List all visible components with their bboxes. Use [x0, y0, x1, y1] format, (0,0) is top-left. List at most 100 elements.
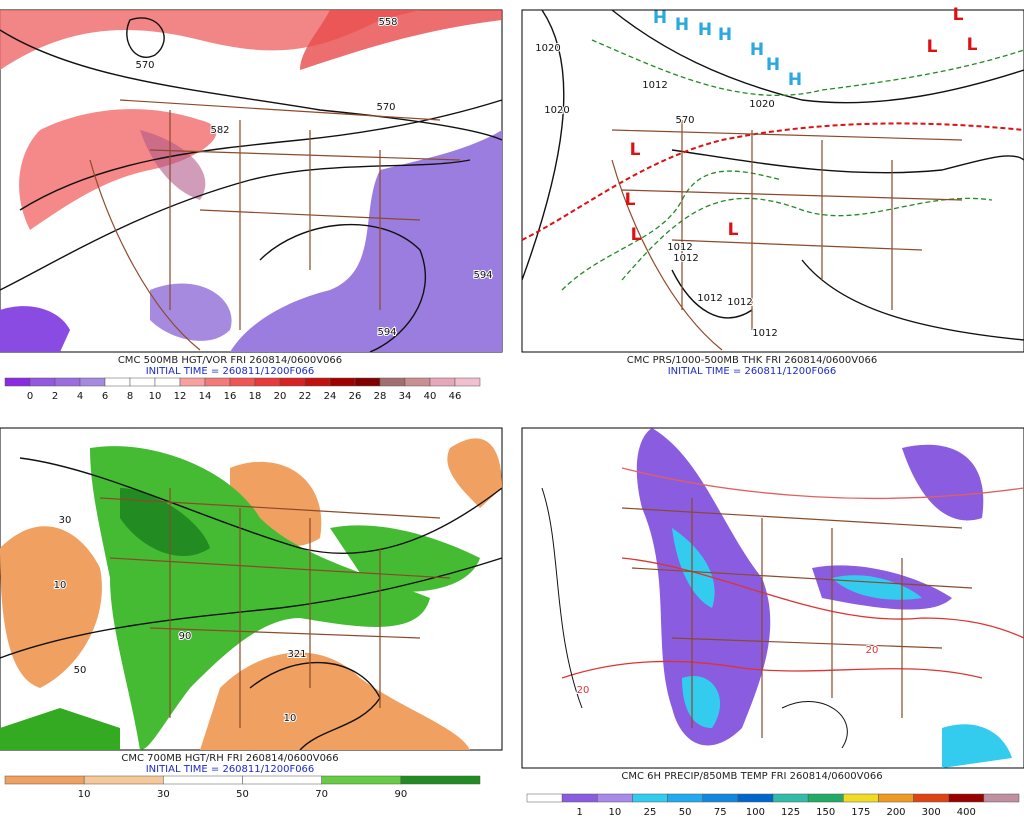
contour-label: 570	[135, 60, 154, 71]
colorbar-swatch	[400, 775, 481, 785]
caption: CMC 700MB HGT/RH FRI 260814/0600V066	[121, 753, 338, 764]
contour-label: 90	[179, 631, 192, 642]
colorbar-label: 12	[174, 391, 187, 402]
colorbar-swatch	[83, 775, 164, 785]
colorbar-label: 40	[424, 391, 437, 402]
caption: CMC 500MB HGT/VOR FRI 260814/0600V066	[118, 355, 342, 366]
colorbar-swatch	[913, 793, 949, 803]
contour-label: 594	[473, 270, 492, 281]
contour-label: 1012	[697, 293, 722, 304]
colorbar-label: 18	[249, 391, 262, 402]
panel-3-art	[0, 427, 503, 751]
colorbar-label: 10	[149, 391, 162, 402]
colorbar-swatch	[948, 793, 985, 803]
colorbar-label: 90	[394, 789, 407, 800]
colorbar-label: 10	[78, 789, 91, 800]
colorbar-swatch	[561, 793, 598, 803]
contour-label: 1020	[535, 43, 560, 54]
contour-label: 1012	[667, 242, 692, 253]
colorbar-label: 200	[886, 807, 905, 818]
high-marker: H	[698, 20, 712, 40]
colorbar-swatch	[304, 377, 331, 387]
colorbar-label: 25	[644, 807, 657, 818]
panel-4-art	[521, 427, 1024, 769]
high-marker: H	[653, 8, 667, 28]
contour-label: 1020	[749, 99, 774, 110]
colorbar-swatch	[379, 377, 406, 387]
colorbar-label: 26	[349, 391, 362, 402]
colorbar-swatch	[843, 793, 879, 803]
contour-label: 1012	[642, 80, 667, 91]
colorbar-swatch	[807, 793, 844, 803]
colorbar-swatch	[204, 377, 231, 387]
contour-label: 570	[675, 115, 694, 126]
colorbar-label: 100	[746, 807, 765, 818]
contour-label: 50	[74, 665, 87, 676]
colorbar-label: 175	[851, 807, 870, 818]
colorbar-swatch	[254, 377, 281, 387]
colorbar-swatch	[163, 775, 243, 785]
panel-2-art	[521, 9, 1024, 353]
colorbar-label: 2	[52, 391, 58, 402]
colorbar-label: 14	[199, 391, 212, 402]
high-marker: H	[750, 40, 764, 60]
panel-1-art	[0, 9, 503, 353]
colorbar-swatch	[429, 377, 456, 387]
colorbar-swatch	[179, 377, 206, 387]
contour-label: 10	[54, 580, 67, 591]
high-marker: H	[675, 15, 689, 35]
colorbar-swatch	[279, 377, 306, 387]
colorbar-label: 4	[77, 391, 83, 402]
high-marker: H	[718, 25, 732, 45]
colorbar-swatch	[632, 793, 668, 803]
colorbar-label: 6	[102, 391, 108, 402]
contour-label: 594	[377, 327, 396, 338]
colorbar-label: 22	[299, 391, 312, 402]
colorbar-label: 1	[577, 807, 583, 818]
colorbar-label: 28	[374, 391, 387, 402]
contour-label: 558	[378, 17, 397, 28]
colorbar-swatch	[29, 377, 56, 387]
low-marker: L	[927, 37, 938, 57]
colorbar-swatch	[702, 793, 739, 803]
colorbar-swatch	[321, 775, 402, 785]
colorbar-label: 24	[324, 391, 337, 402]
colorbar-swatch	[229, 377, 256, 387]
contour-label: 1020	[544, 105, 569, 116]
caption: CMC PRS/1000-500MB THK FRI 260814/0600V0…	[627, 355, 877, 366]
colorbar-label: 75	[714, 807, 727, 818]
colorbar-swatch	[983, 793, 1020, 803]
low-marker: L	[728, 220, 739, 240]
low-marker: L	[631, 225, 642, 245]
colorbar-label: 70	[315, 789, 328, 800]
contour-label: 570	[376, 102, 395, 113]
colorbar-label: 150	[816, 807, 835, 818]
colorbar-swatch	[4, 377, 31, 387]
colorbar-swatch	[79, 377, 106, 387]
colorbar-swatch	[154, 377, 181, 387]
colorbar-swatch	[104, 377, 131, 387]
initial-time: INITIAL TIME = 260811/1200F066	[146, 366, 315, 377]
contour-label: 20	[577, 685, 590, 696]
colorbar-swatch	[454, 377, 481, 387]
colorbar-swatch	[354, 377, 381, 387]
colorbar-label: 30	[157, 789, 170, 800]
contour-label: 10	[284, 713, 297, 724]
contour-label: 1012	[727, 297, 752, 308]
colorbar-label: 20	[274, 391, 287, 402]
contour-label: 582	[210, 125, 229, 136]
colorbar-swatch	[526, 793, 563, 803]
colorbar-swatch	[772, 793, 809, 803]
low-marker: L	[625, 190, 636, 210]
initial-time: INITIAL TIME = 260811/1200F066	[668, 366, 837, 377]
caption: CMC 6H PRECIP/850MB TEMP FRI 260814/0600…	[621, 771, 882, 782]
colorbar-label: 34	[399, 391, 412, 402]
colorbar-label: 300	[922, 807, 941, 818]
colorbar-swatch	[54, 377, 81, 387]
colorbar-swatch	[404, 377, 431, 387]
colorbar-label: 50	[679, 807, 692, 818]
high-marker: H	[788, 70, 802, 90]
colorbar-label: 16	[224, 391, 237, 402]
colorbar-swatch	[878, 793, 914, 803]
